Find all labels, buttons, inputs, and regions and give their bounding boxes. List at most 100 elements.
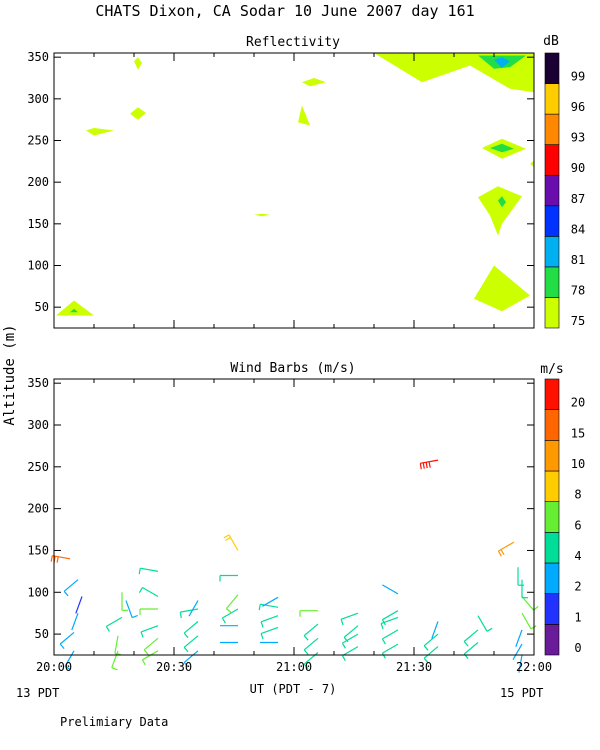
colorbar-tick-label: 78 [571, 283, 585, 297]
wind-barb [463, 642, 479, 659]
wind-barbs-x-axis: 20:00 20:30 21:00 21:30 22:00 [36, 379, 552, 674]
wind-barb [517, 567, 524, 586]
y-tick-label: 350 [27, 376, 49, 390]
y-tick-label: 250 [27, 460, 49, 474]
colorbar-swatch [544, 297, 560, 329]
wind-barb [497, 541, 515, 557]
colorbar-swatch [544, 440, 560, 472]
wind-barb [341, 646, 359, 662]
colorbar-tick-label: 2 [574, 580, 581, 594]
colorbar-swatch [544, 266, 560, 298]
colorbar-tick-label: 84 [571, 222, 585, 236]
wind-barb [381, 643, 399, 659]
end-local-time: 15 PDT [500, 686, 543, 700]
wind-barb [219, 574, 238, 582]
reflectivity-region [478, 186, 522, 236]
reflectivity-region [56, 300, 94, 316]
colorbar-tick-label: 0 [574, 641, 581, 655]
wind-barb [225, 594, 239, 613]
wind-barb [303, 652, 319, 670]
reflectivity-x-axis [53, 53, 535, 328]
y-tick-label: 50 [35, 627, 49, 641]
wind-barb-marks [50, 459, 539, 673]
wind-barb [419, 459, 439, 470]
colorbar-swatch [544, 83, 560, 115]
wind-barb [59, 631, 75, 649]
wind-colorbar: 0 1 2 4 6 8 10 15 20 [544, 378, 585, 656]
wind-barb [183, 650, 199, 668]
reflectivity-region [302, 78, 326, 87]
reflectivity-region [530, 160, 534, 168]
figure-title: CHATS Dixon, CA Sodar 10 June 2007 day 1… [95, 2, 474, 20]
wind-barb [121, 592, 128, 611]
colorbar-swatch [544, 562, 560, 594]
colorbar-tick-label: 4 [574, 549, 581, 563]
wind-barb [71, 612, 79, 631]
colorbar-swatch [544, 52, 560, 84]
wind-barb [221, 608, 239, 624]
y-tick-label: 250 [27, 134, 49, 148]
wind-barb [521, 596, 539, 611]
wind-barb [140, 625, 159, 638]
colorbar-swatch [544, 144, 560, 176]
wind-barb [183, 621, 199, 639]
colorbar-swatch [544, 113, 560, 145]
reflectivity-plot-frame [53, 52, 535, 329]
colorbar-tick-label: 20 [571, 396, 585, 410]
wind-barb [223, 534, 239, 551]
reflectivity-title: Reflectivity [246, 35, 340, 50]
wind-barb [303, 623, 319, 641]
colorbar-swatch [544, 624, 560, 656]
colorbar-swatch [544, 501, 560, 533]
wind-barb [518, 654, 523, 673]
colorbar-tick-label: 93 [571, 131, 585, 145]
reflectivity-contours [56, 53, 534, 316]
wind-barbs-y-axis: 50 100 150 200 250 300 350 [27, 376, 534, 641]
reflectivity-region [130, 107, 146, 120]
wind-barb [64, 650, 75, 670]
colorbar-tick-label: 15 [571, 426, 585, 440]
wind-barb [477, 615, 493, 632]
reflectivity-region [490, 143, 514, 153]
altitude-axis-label: Altitude (m) [2, 324, 18, 425]
y-tick-label: 50 [35, 300, 49, 314]
colorbar-tick-label: 87 [571, 192, 585, 206]
start-local-time: 13 PDT [16, 686, 59, 700]
colorbar-swatch [544, 593, 560, 625]
wind-barb [188, 600, 199, 617]
colorbar-tick-label: 10 [571, 457, 585, 471]
wind-barb [262, 596, 279, 607]
wind-barb [75, 596, 83, 614]
wind-barb [114, 635, 121, 656]
y-tick-label: 150 [27, 543, 49, 557]
wind-barb [138, 567, 159, 575]
x-tick-label: 21:00 [276, 660, 312, 674]
y-tick-label: 350 [27, 50, 49, 64]
y-tick-label: 150 [27, 217, 49, 231]
reflectivity-colorbar: 75 78 81 84 87 90 93 96 99 [544, 52, 585, 329]
preliminary-data-note: Prelimiary Data [60, 715, 168, 729]
reflectivity-region [86, 128, 114, 136]
colorbar-swatch [544, 174, 560, 207]
reflectivity-y-axis: 50 100 150 200 250 300 350 [27, 50, 534, 314]
y-tick-label: 100 [27, 259, 49, 273]
wind-barb [299, 610, 318, 617]
wind-barb [179, 608, 199, 619]
wind-barb [382, 584, 399, 595]
colorbar-tick-label: 8 [574, 488, 581, 502]
wind-barb [303, 637, 319, 655]
wind-barb [381, 610, 399, 626]
reflectivity-region [254, 213, 270, 217]
colorbar-tick-label: 99 [571, 70, 585, 84]
wind-barb [63, 579, 79, 597]
y-tick-label: 100 [27, 585, 49, 599]
colorbar-swatch [544, 236, 560, 268]
wind-barb [423, 633, 439, 651]
reflectivity-region [134, 57, 142, 70]
wind-barb [423, 646, 439, 664]
colorbar-tick-label: 81 [571, 253, 585, 267]
wind-colorbar-label: m/s [540, 362, 563, 377]
colorbar-swatch [544, 378, 560, 410]
